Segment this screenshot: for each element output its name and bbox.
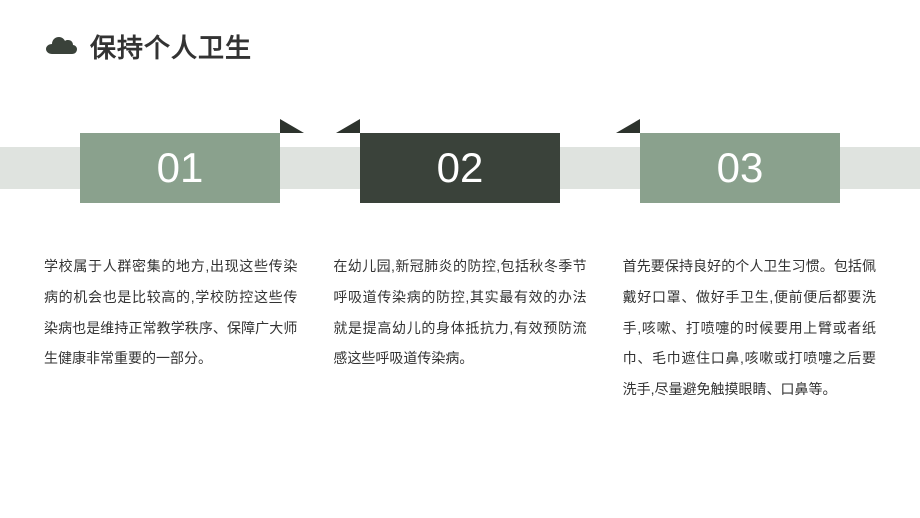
cloud-icon	[44, 34, 80, 60]
fold-decoration	[280, 119, 304, 133]
step-box-2: 02	[360, 133, 560, 203]
fold-decoration	[336, 119, 360, 133]
column-2: 在幼儿园,新冠肺炎的防控,包括秋冬季节呼吸道传染病的防控,其实最有效的办法就是提…	[333, 251, 586, 405]
step-box-3: 03	[640, 133, 840, 203]
header: 保持个人卫生	[0, 0, 920, 65]
content-columns: 学校属于人群密集的地方,出现这些传染病的机会也是比较高的,学校防控这些传染病也是…	[0, 203, 920, 405]
ribbon-row: 01 02 03	[0, 133, 920, 203]
step-number-3: 03	[717, 144, 764, 192]
column-3: 首先要保持良好的个人卫生习惯。包括佩戴好口罩、做好手卫生,便前便后都要洗手,咳嗽…	[623, 251, 876, 405]
step-number-1: 01	[157, 144, 204, 192]
step-box-1: 01	[80, 133, 280, 203]
fold-decoration	[616, 119, 640, 133]
step-number-2: 02	[437, 144, 484, 192]
column-1: 学校属于人群密集的地方,出现这些传染病的机会也是比较高的,学校防控这些传染病也是…	[44, 251, 297, 405]
page-title: 保持个人卫生	[90, 28, 252, 65]
